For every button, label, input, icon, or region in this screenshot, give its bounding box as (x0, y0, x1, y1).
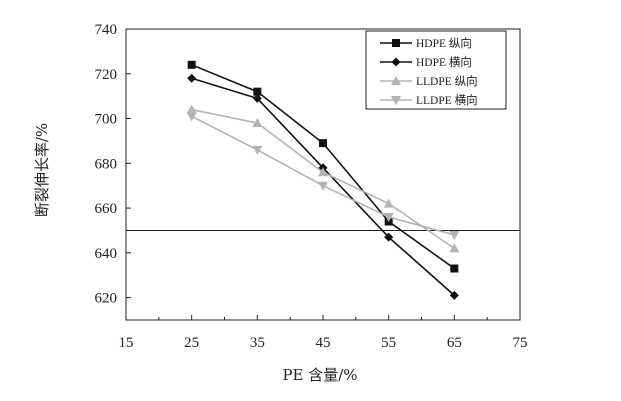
data-point (187, 60, 196, 69)
data-point (318, 181, 328, 191)
legend-marker-3 (391, 76, 401, 85)
data-point (384, 232, 394, 242)
data-point (253, 87, 262, 96)
y-tick-label-640: 640 (95, 246, 118, 262)
y-tick-label-680: 680 (95, 156, 118, 172)
x-tick-label-45: 45 (316, 335, 331, 351)
x-tick-label-15: 15 (119, 335, 134, 351)
ticks-layer: 15 25 35 45 55 65 75 620 640 660 680 700 720 740 (95, 22, 528, 351)
x-tick-label-25: 25 (184, 335, 199, 351)
data-point (383, 213, 394, 223)
data-point (252, 118, 263, 128)
legend-label-3: LLDPE 纵向 (416, 74, 478, 88)
data-point (449, 290, 459, 300)
series-4 (186, 112, 460, 240)
legend: HDPE 纵向 HDPE 横向 LLDPE 纵向 LLDPE 横向 (365, 30, 507, 110)
y-tick-label-720: 720 (95, 67, 118, 83)
y-tick-label-620: 620 (95, 291, 118, 307)
series-line-3 (191, 108, 455, 250)
data-point (186, 104, 197, 114)
data-point (318, 167, 328, 177)
legend-marker-1 (392, 39, 400, 47)
legend-label-2: HDPE 横向 (416, 55, 472, 69)
data-point (319, 139, 327, 148)
legend-marker-4 (391, 96, 401, 105)
x-axis-title: PE 含量/% (282, 366, 357, 384)
y-axis-title: 断裂伸长率/% (33, 123, 51, 217)
legend-marker-2 (391, 57, 401, 67)
data-point (449, 230, 460, 240)
data-point (383, 198, 394, 208)
y-tick-label-740: 740 (95, 22, 118, 38)
data-point (187, 73, 197, 83)
data-point (186, 112, 197, 122)
data-point (252, 93, 262, 103)
x-tick-label-75: 75 (513, 335, 528, 351)
x-tick-label-65: 65 (447, 335, 462, 351)
x-tick-label-35: 35 (250, 335, 265, 351)
legend-label-4: LLDPE 横向 (416, 93, 478, 107)
data-point (252, 145, 263, 155)
data-point (449, 243, 460, 253)
legend-label-1: HDPE 纵向 (416, 36, 472, 50)
x-tick-label-55: 55 (381, 335, 396, 351)
y-tick-label-660: 660 (95, 201, 118, 217)
series-layer (186, 60, 460, 300)
series-3 (186, 104, 460, 253)
legend-box (365, 30, 507, 110)
data-point (450, 264, 459, 273)
y-tick-label-700: 700 (95, 112, 118, 128)
